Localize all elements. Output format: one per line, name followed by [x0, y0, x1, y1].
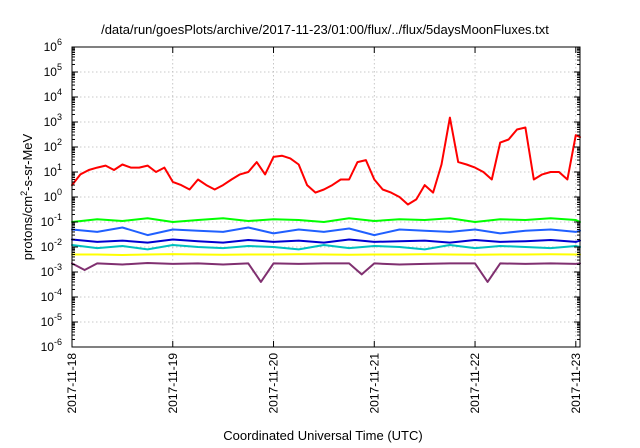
y-axis-label-main: protons/cm: [20, 196, 35, 260]
x-axis-label: Coordinated Universal Time (UTC): [223, 428, 422, 443]
y-tick-exp: -6: [54, 337, 62, 347]
y-tick-base: 10: [41, 290, 55, 304]
y-tick-exp: 3: [57, 112, 62, 122]
y-tick-base: 10: [41, 240, 55, 254]
y-axis-label: protons/cm2-s-sr-MeV: [19, 133, 35, 260]
y-tick-label: 103: [44, 112, 62, 129]
grid: [72, 47, 580, 347]
series-line-2: [71, 217, 581, 223]
y-tick-labels: 10-610-510-410-310-210-11001011021031041…: [41, 37, 62, 354]
y-tick-label: 10-6: [41, 337, 62, 354]
y-tick-base: 10: [41, 215, 55, 229]
y-axis-label-rest: -s-sr-MeV: [20, 133, 35, 190]
y-tick-base: 10: [41, 265, 55, 279]
y-tick-exp: 5: [57, 62, 62, 72]
x-tick-labels: 2017-11-18 2017-11-19 2017-11-20 2017-11-21…: [65, 353, 583, 414]
y-tick-label: 102: [44, 137, 62, 154]
y-tick-exp: -3: [54, 262, 62, 272]
y-tick-exp: 4: [57, 87, 62, 97]
y-tick-base: 10: [44, 40, 58, 54]
x-tick-label: 2017-11-19: [166, 353, 180, 414]
y-tick-label: 100: [44, 187, 62, 204]
x-tick-label: 2017-11-20: [267, 353, 281, 414]
y-tick-exp: -5: [54, 312, 62, 322]
series-line-7: [71, 262, 581, 283]
series-line-4: [71, 226, 581, 237]
y-tick-label: 101: [44, 162, 62, 179]
y-axis-label-sup: 2: [19, 191, 29, 196]
chart-title: /data/run/goesPlots/archive/2017-11-23/0…: [101, 22, 549, 37]
y-tick-base: 10: [41, 315, 55, 329]
series-line-1: [71, 116, 581, 206]
y-tick-base: 10: [44, 90, 58, 104]
x-tick-label: 2017-11-18: [65, 353, 79, 414]
y-tick-label: 10-5: [41, 312, 62, 329]
y-tick-base: 10: [44, 165, 58, 179]
y-tick-base: 10: [41, 340, 55, 354]
y-tick-exp: 0: [57, 187, 62, 197]
y-tick-label: 10-2: [41, 237, 62, 254]
y-tick-label: 10-4: [41, 287, 62, 304]
y-tick-exp: -1: [54, 212, 62, 222]
x-tick-label: 2017-11-22: [468, 353, 482, 414]
series-line-6: [71, 253, 581, 256]
y-tick-base: 10: [44, 115, 58, 129]
y-tick-exp: 1: [57, 162, 62, 172]
y-tick-base: 10: [44, 140, 58, 154]
y-tick-label: 105: [44, 62, 62, 79]
y-tick-base: 10: [44, 65, 58, 79]
x-tick-label: 2017-11-21: [367, 353, 381, 414]
y-tick-exp: -4: [54, 287, 62, 297]
y-tick-base: 10: [44, 190, 58, 204]
y-tick-exp: 6: [57, 37, 62, 47]
y-tick-label: 10-1: [41, 212, 62, 229]
series-layer: [71, 116, 581, 283]
series-line-3: [71, 244, 581, 251]
y-tick-label: 104: [44, 87, 62, 104]
y-tick-label: 106: [44, 37, 62, 54]
series-line-5: [71, 238, 581, 244]
axis-ticks: [71, 46, 580, 348]
y-tick-label: 10-3: [41, 262, 62, 279]
y-tick-exp: -2: [54, 237, 62, 247]
x-tick-label: 2017-11-23: [569, 353, 583, 414]
y-tick-exp: 2: [57, 137, 62, 147]
